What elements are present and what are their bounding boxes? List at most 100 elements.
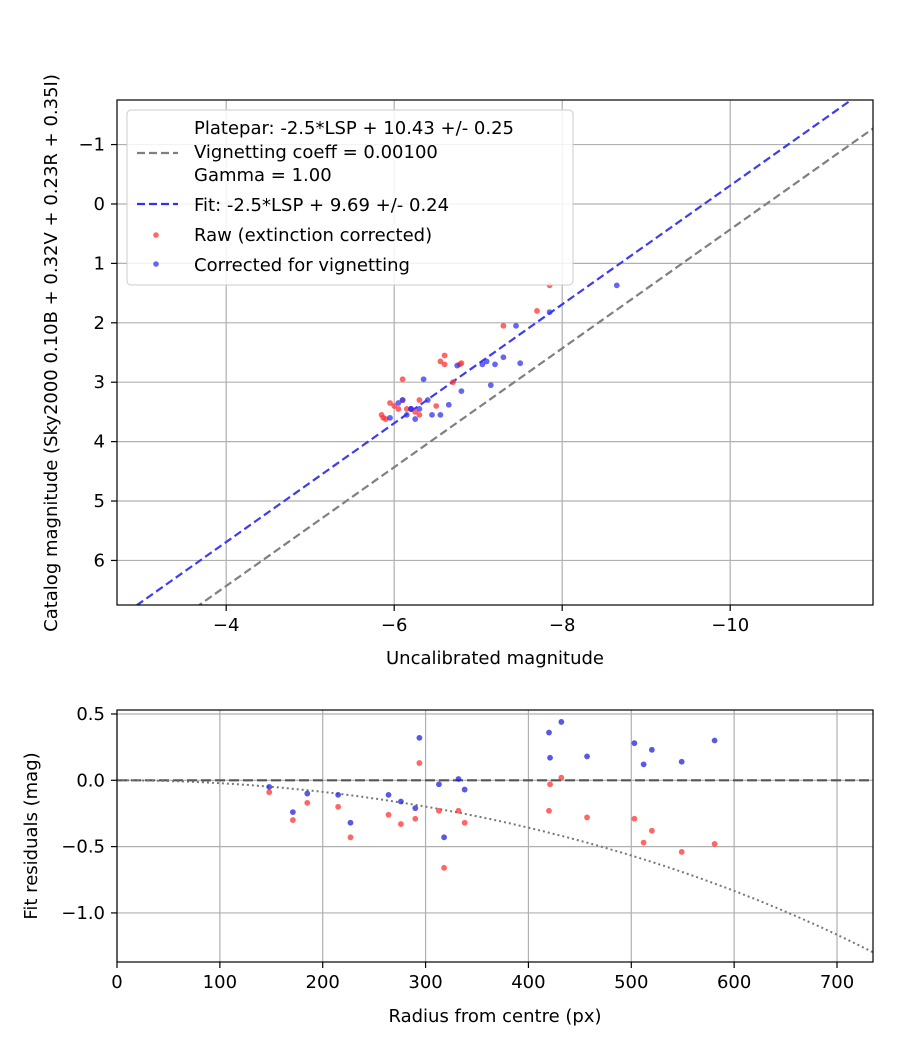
- bot-point-corrected: [461, 786, 468, 793]
- bot-point-raw: [397, 821, 404, 827]
- top-point-raw: [391, 403, 398, 409]
- bot-point-corrected: [455, 776, 462, 782]
- legend-platepar-line-3: Gamma = 1.00: [194, 165, 332, 186]
- top-point-corrected: [429, 411, 435, 418]
- top-point-raw: [412, 409, 419, 415]
- top-point-corrected: [420, 376, 427, 383]
- bot-point-raw: [711, 841, 718, 847]
- top-points: [378, 282, 620, 422]
- legend-corrected-label: Corrected for vignetting: [194, 255, 410, 276]
- bot-point-raw: [584, 814, 590, 821]
- bot-point-raw: [385, 811, 392, 818]
- top-y-tick-label: 0: [94, 194, 105, 215]
- legend-fit-label: Fit: -2.5*LSP + 9.69 +/- 0.24: [194, 195, 449, 216]
- bot-point-raw: [289, 817, 296, 823]
- bot-point-corrected: [648, 746, 655, 753]
- top-point-corrected: [458, 388, 465, 395]
- legend-corrected-marker: [153, 261, 159, 267]
- bot-point-corrected: [416, 734, 423, 741]
- top-plot-frame: [116, 99, 874, 606]
- bot-point-raw: [441, 864, 447, 871]
- top-line-platepar: [197, 127, 873, 605]
- bot-y-tick-label: 0.0: [76, 770, 105, 791]
- bot-x-tick-label: 0: [111, 972, 122, 993]
- top-point-corrected: [445, 401, 452, 408]
- bot-point-raw: [266, 789, 273, 796]
- top-y-tick-label: 4: [94, 432, 105, 453]
- legend: Platepar: -2.5*LSP + 10.43 +/- 0.25 Vign…: [126, 109, 574, 286]
- top-point-corrected: [403, 411, 410, 418]
- top-point-corrected: [424, 397, 431, 403]
- top-fit-lines: [135, 100, 873, 605]
- top-point-corrected: [387, 414, 393, 421]
- bottom-x-axis-label: Radius from centre (px): [388, 1006, 601, 1027]
- bot-x-tick-label: 700: [820, 972, 854, 993]
- top-point-raw: [441, 352, 448, 359]
- bottom-plot-frame: [116, 709, 874, 963]
- bot-y-tick-label: −0.5: [61, 837, 105, 858]
- top-point-corrected: [412, 416, 419, 422]
- bot-point-corrected: [711, 737, 718, 744]
- top-point-corrected: [513, 322, 519, 329]
- top-point-corrected: [395, 400, 402, 406]
- bot-point-corrected: [678, 758, 685, 765]
- top-point-corrected: [416, 406, 423, 412]
- bot-point-corrected: [347, 819, 354, 826]
- bot-y-tick-label: −1.0: [61, 903, 105, 924]
- top-x-tick-label: −8: [549, 615, 576, 636]
- legend-raw-label: Raw (extinction corrected): [194, 225, 432, 246]
- bot-point-raw: [304, 799, 311, 806]
- bot-point-raw: [455, 807, 462, 814]
- top-y-tick-label: −1: [78, 135, 105, 156]
- top-point-raw: [450, 379, 456, 386]
- top-x-tick-label: −10: [711, 615, 749, 636]
- bot-point-corrected: [397, 798, 404, 805]
- bot-point-corrected: [631, 740, 638, 747]
- bot-point-corrected: [546, 729, 552, 736]
- bot-point-raw: [335, 803, 342, 810]
- bottom-reference-lines: [117, 779, 873, 954]
- top-point-corrected: [487, 382, 494, 389]
- top-point-corrected: [483, 358, 490, 365]
- top-point-raw: [416, 411, 423, 418]
- bot-point-corrected: [385, 791, 392, 798]
- bot-point-corrected: [584, 753, 590, 760]
- top-y-tick-label: 1: [94, 253, 105, 274]
- top-point-corrected: [399, 397, 406, 403]
- bot-point-raw: [558, 774, 565, 781]
- bot-point-raw: [461, 819, 468, 826]
- top-point-raw: [395, 406, 402, 412]
- bot-point-corrected: [266, 784, 273, 790]
- top-y-tick-label: 6: [94, 550, 105, 571]
- top-point-corrected: [517, 360, 524, 367]
- bot-point-corrected: [289, 809, 296, 816]
- top-point-corrected: [613, 282, 620, 289]
- bottom-ticks: 0 100 200 300 400 500 600 700 0.5 0.0 −0.5 −1.0: [61, 704, 854, 993]
- top-point-raw: [387, 400, 393, 406]
- legend-box: [126, 109, 574, 286]
- top-y-axis-label: Catalog magnitude (Sky2000 0.10B + 0.32V…: [41, 74, 62, 632]
- bot-point-corrected: [547, 754, 553, 761]
- legend-raw-marker: [153, 232, 159, 238]
- bot-point-raw: [546, 807, 552, 814]
- top-y-tick-label: 2: [94, 313, 105, 334]
- bottom-line-vignetting-model: [117, 779, 873, 954]
- bot-point-raw: [416, 760, 423, 766]
- bot-point-raw: [678, 849, 685, 855]
- bottom-plot-background: [117, 710, 873, 962]
- bot-point-raw: [648, 827, 655, 834]
- top-y-tick-label: 3: [94, 372, 105, 393]
- top-x-tick-label: −4: [213, 615, 240, 636]
- bot-x-tick-label: 400: [511, 972, 545, 993]
- bot-point-raw: [631, 815, 638, 822]
- bot-point-corrected: [441, 834, 447, 841]
- top-x-tick-label: −6: [381, 615, 408, 636]
- bot-point-corrected: [304, 790, 311, 797]
- top-line-fit: [135, 100, 854, 605]
- top-y-tick-label: 5: [94, 491, 105, 512]
- top-point-corrected: [492, 361, 498, 368]
- top-point-corrected: [546, 309, 553, 315]
